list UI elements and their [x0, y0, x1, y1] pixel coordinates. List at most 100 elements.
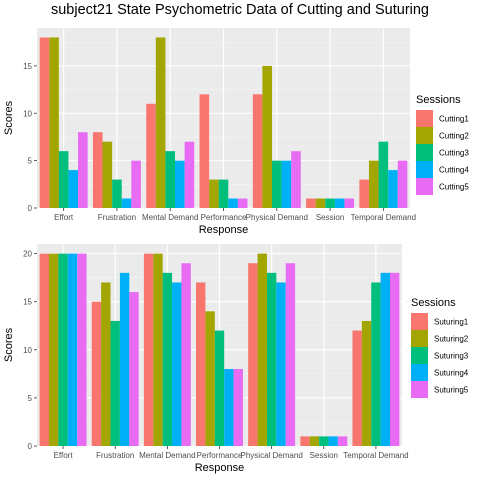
- x-tick-label: Frustration: [96, 451, 134, 460]
- x-tick-label: Effort: [54, 213, 74, 222]
- bar: [175, 160, 185, 208]
- suturing-chart: 0 5 10 15 20 Effort Frustration Mental Demand Pe…: [3, 244, 469, 474]
- x-tick-label: Physical Demand: [246, 213, 308, 222]
- bar: [49, 37, 59, 208]
- bar: [281, 160, 292, 208]
- legend-label: Cutting1: [439, 115, 469, 124]
- y-axis-title: Scores: [3, 100, 15, 135]
- bar: [199, 94, 210, 208]
- bar: [285, 263, 296, 446]
- bar: [48, 253, 59, 446]
- bar: [252, 94, 263, 208]
- bar: [129, 292, 139, 446]
- bar: [361, 320, 372, 446]
- legend-label: Cutting4: [439, 166, 469, 175]
- bar: [276, 282, 286, 446]
- bar: [271, 160, 282, 208]
- bar: [39, 37, 50, 208]
- bar: [390, 272, 400, 446]
- y-tick-label: 0: [28, 442, 33, 451]
- bar: [39, 253, 49, 446]
- bar: [119, 272, 130, 446]
- chart-title: subject21 State Psychometric Data of Cut…: [50, 2, 429, 18]
- x-tick-label: Session: [310, 451, 338, 460]
- bar: [196, 282, 206, 446]
- legend-label: Suturing4: [434, 369, 469, 378]
- bar: [224, 369, 234, 446]
- bar: [257, 253, 267, 446]
- bar: [315, 198, 326, 208]
- legend-label: Cutting5: [439, 183, 469, 192]
- y-tick-label: 15: [23, 62, 32, 71]
- bar: [397, 160, 408, 208]
- bar: [146, 103, 156, 208]
- bar: [102, 141, 113, 208]
- x-tick-label: Temporal Demand: [343, 451, 408, 460]
- legend-key: [416, 127, 433, 144]
- bar: [371, 282, 381, 446]
- bar: [68, 170, 79, 208]
- bar: [181, 263, 191, 446]
- x-tick-label: Frustration: [98, 213, 136, 222]
- legend-key: [416, 178, 433, 195]
- bar: [184, 141, 195, 208]
- bar: [337, 436, 348, 446]
- x-axis-title: Response: [195, 462, 245, 474]
- y-tick-label: 10: [23, 346, 32, 355]
- bar: [172, 282, 182, 446]
- bar: [58, 151, 69, 208]
- x-tick-label: Mental Demand: [142, 213, 198, 222]
- bar: [248, 263, 258, 446]
- x-tick-label: Session: [316, 213, 344, 222]
- legend-label: Cutting2: [439, 132, 469, 141]
- bar: [110, 320, 120, 446]
- bar: [300, 436, 310, 446]
- y-tick-label: 15: [23, 298, 32, 307]
- bar: [309, 436, 320, 446]
- bar: [121, 198, 132, 208]
- bar: [388, 170, 398, 208]
- bar: [77, 253, 87, 446]
- x-tick-label: Temporal Demand: [351, 213, 416, 222]
- legend-key: [411, 364, 428, 381]
- bar: [233, 369, 243, 446]
- bar: [214, 330, 225, 446]
- x-tick-label: Performance: [197, 451, 243, 460]
- cutting-chart: 0 5 10 15 Effort Frustration Mental Demand Perf…: [3, 28, 469, 236]
- bar: [143, 253, 154, 446]
- bar: [334, 198, 345, 208]
- legend-key: [411, 347, 428, 364]
- bar: [162, 272, 173, 446]
- y-tick-label: 5: [28, 157, 33, 166]
- bar: [209, 179, 219, 208]
- bar: [228, 198, 238, 208]
- bar: [352, 330, 362, 446]
- legend-label: Suturing1: [434, 318, 469, 327]
- legend-label: Suturing3: [434, 352, 469, 361]
- bar: [153, 253, 163, 446]
- x-axis-title: Response: [199, 224, 249, 236]
- legend-title: Sessions: [416, 94, 461, 106]
- bar: [237, 198, 248, 208]
- bar: [205, 311, 215, 446]
- y-tick-label: 5: [28, 394, 33, 403]
- bar: [378, 141, 389, 208]
- x-tick-label: Performance: [201, 213, 247, 222]
- bar: [359, 179, 369, 208]
- x-tick-label: Mental Demand: [139, 451, 195, 460]
- bar: [380, 272, 391, 446]
- x-tick-label: Physical Demand: [241, 451, 303, 460]
- legend-label: Suturing2: [434, 335, 469, 344]
- y-tick-label: 0: [28, 204, 33, 213]
- bar: [78, 132, 88, 208]
- bar: [368, 160, 379, 208]
- bar: [101, 282, 111, 446]
- legend-key: [416, 161, 433, 178]
- bar: [262, 65, 272, 208]
- bar: [155, 37, 166, 208]
- y-axis-title: Scores: [3, 327, 15, 362]
- y-tick-label: 20: [23, 250, 32, 259]
- bar: [165, 151, 176, 208]
- bar: [325, 198, 335, 208]
- bar: [306, 198, 316, 208]
